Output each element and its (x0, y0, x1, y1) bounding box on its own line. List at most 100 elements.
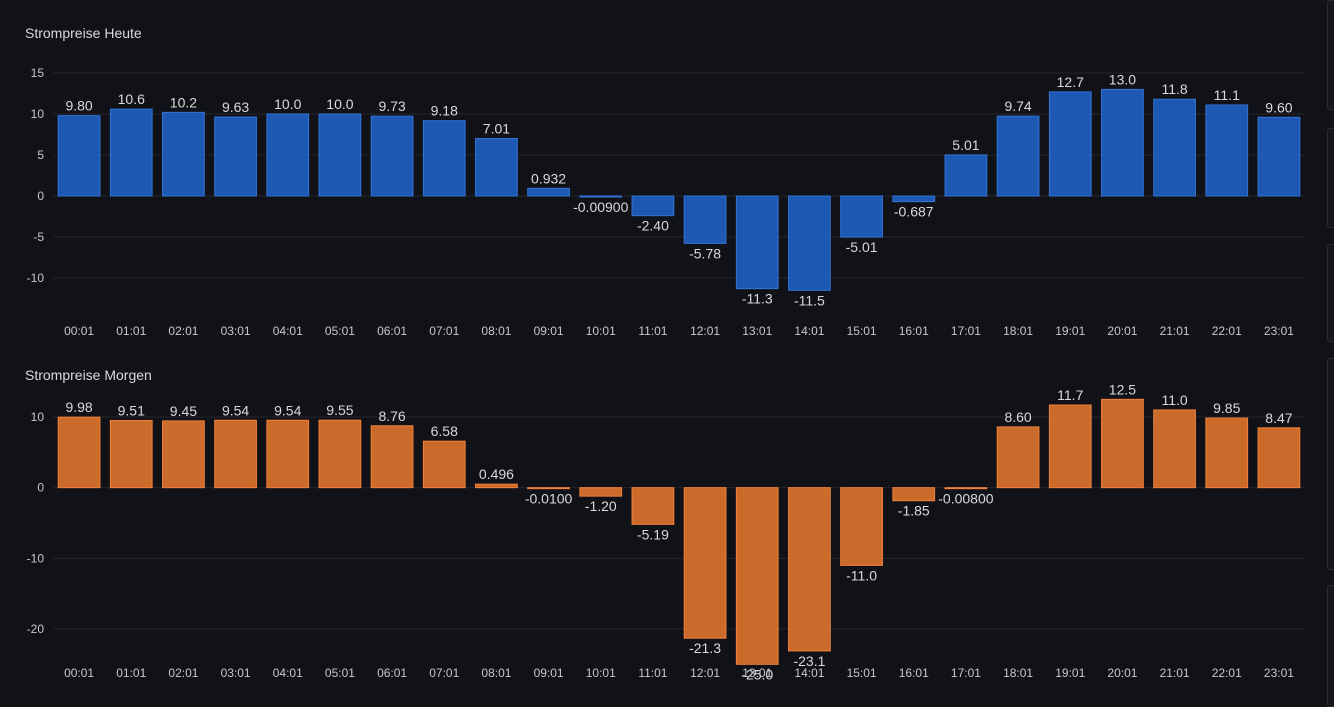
y-tick-label: -20 (27, 622, 45, 636)
x-tick-label: 18:01 (1003, 666, 1033, 680)
bar-heute-18:01 (996, 115, 1040, 197)
bar-value-label: -11.0 (846, 567, 877, 583)
bar-value-label: 10.0 (274, 96, 301, 112)
bar-value-label: -0.687 (894, 204, 934, 220)
bar-morgen-14:01 (788, 487, 831, 652)
x-tick-label: 07:01 (429, 666, 459, 680)
bar-heute-02:01 (162, 111, 205, 197)
bar-value-label: 0.496 (479, 466, 514, 482)
x-tick-label: 17:01 (951, 324, 981, 338)
bar-morgen-16:01 (892, 487, 936, 502)
bar-heute-16:01 (892, 195, 936, 203)
bar-value-label: 11.1 (1214, 87, 1240, 103)
y-tick-label: -10 (27, 271, 45, 285)
x-tick-label: 20:01 (1107, 324, 1137, 338)
y-tick-label: 0 (37, 481, 44, 495)
panel-title[interactable]: Strompreise Morgen (25, 367, 152, 383)
bar-value-label: 9.85 (1213, 400, 1240, 416)
bar-morgen-13:01 (735, 487, 779, 665)
side-panel-edge[interactable] (1327, 244, 1334, 342)
x-tick-label: 08:01 (481, 324, 511, 338)
side-panel-edge[interactable] (1327, 0, 1334, 110)
bar-morgen-06:01 (370, 425, 414, 489)
x-tick-label: 14:01 (794, 324, 824, 338)
bar-morgen-19:01 (1048, 404, 1092, 489)
bar-morgen-01:01 (109, 419, 153, 489)
panel-title[interactable]: Strompreise Heute (25, 25, 142, 41)
bar-value-label: 10.6 (118, 91, 145, 107)
x-tick-label: 09:01 (534, 666, 564, 680)
bar-heute-13:01 (735, 195, 779, 290)
bar-chart-heute: 15 10 5 0 -5 -10 9.80 00:01 10.6 01:01 10.2 02:01 9.… (27, 66, 1305, 338)
x-tick-label: 17:01 (951, 666, 981, 680)
bar-morgen-21:01 (1153, 409, 1196, 489)
side-panel-edge[interactable] (1327, 585, 1334, 707)
bar-heute-01:01 (109, 108, 153, 197)
x-tick-label: 10:01 (586, 666, 616, 680)
bar-value-label: -5.78 (689, 245, 721, 261)
x-tick-label: 04:01 (273, 666, 303, 680)
bar-heute-06:01 (370, 115, 414, 197)
x-tick-label: 01:01 (116, 666, 146, 680)
bar-value-label: 9.60 (1265, 99, 1292, 115)
x-tick-label: 23:01 (1264, 324, 1294, 338)
x-tick-label: 23:01 (1264, 666, 1294, 680)
bar-heute-09:01 (527, 187, 570, 197)
bar-heute-17:01 (944, 154, 988, 197)
x-tick-label: 13:01 (742, 324, 772, 338)
bar-value-label: -0.0100 (525, 491, 573, 507)
x-tick-label: 00:01 (64, 324, 94, 338)
x-tick-label: 02:01 (168, 666, 198, 680)
bar-value-label: 9.73 (378, 98, 405, 114)
bar-heute-03:01 (214, 116, 257, 197)
x-tick-label: 05:01 (325, 666, 355, 680)
x-tick-label: 19:01 (1055, 666, 1085, 680)
x-tick-label: 12:01 (690, 324, 720, 338)
y-tick-label: -10 (27, 551, 45, 565)
y-tick-label: 15 (31, 66, 45, 80)
x-tick-label: 21:01 (1160, 666, 1190, 680)
bar-heute-21:01 (1153, 98, 1196, 197)
x-tick-label: 20:01 (1107, 666, 1137, 680)
bar-heute-08:01 (475, 138, 518, 197)
bar-value-label: -11.3 (742, 291, 773, 307)
bar-value-label: 0.932 (531, 170, 566, 186)
bar-value-label: 9.98 (65, 399, 92, 415)
side-panel-edge[interactable] (1327, 358, 1334, 570)
y-tick-label: 10 (31, 107, 45, 121)
x-tick-label: 10:01 (586, 324, 616, 338)
x-tick-label: 13:01 (742, 666, 772, 680)
bar-value-label: -5.01 (846, 239, 878, 255)
x-tick-label: 15:01 (847, 666, 877, 680)
bar-heute-00:01 (57, 115, 101, 197)
bar-value-label: 9.45 (170, 403, 197, 419)
x-tick-label: 14:01 (794, 666, 824, 680)
bar-morgen-18:01 (996, 426, 1040, 489)
bar-value-label: 8.76 (378, 408, 405, 424)
x-tick-label: 03:01 (221, 324, 251, 338)
bar-heute-04:01 (266, 113, 310, 197)
x-tick-label: 06:01 (377, 666, 407, 680)
bar-heute-15:01 (840, 195, 883, 238)
side-panel-edge[interactable] (1327, 128, 1334, 228)
bar-heute-19:01 (1048, 91, 1092, 197)
bar-value-label: 7.01 (483, 121, 510, 137)
bar-value-label: 9.54 (274, 402, 301, 418)
bar-value-label: -0.00900 (573, 199, 628, 215)
bar-morgen-02:01 (162, 420, 205, 489)
bar-morgen-04:01 (266, 419, 310, 489)
x-tick-label: 22:01 (1212, 666, 1242, 680)
y-tick-label: 10 (31, 410, 45, 424)
bar-morgen-08:01 (475, 483, 518, 489)
bar-morgen-17:01 (944, 487, 988, 490)
bar-value-label: -23.1 (793, 653, 825, 669)
bar-value-label: -5.19 (637, 526, 669, 542)
bar-value-label: -21.3 (689, 640, 721, 656)
bar-morgen-11:01 (631, 487, 675, 525)
bar-value-label: 11.7 (1057, 387, 1083, 403)
bar-morgen-12:01 (683, 487, 727, 639)
bar-morgen-23:01 (1257, 427, 1301, 489)
x-tick-label: 12:01 (690, 666, 720, 680)
bar-value-label: -25.0 (741, 666, 773, 682)
bar-value-label: 9.74 (1004, 98, 1031, 114)
